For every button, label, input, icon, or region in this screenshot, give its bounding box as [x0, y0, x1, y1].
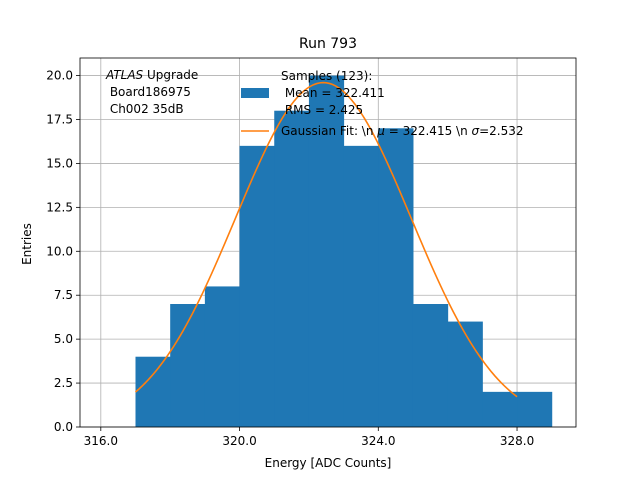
histogram-bar: [517, 391, 553, 427]
board-label: Board186975: [106, 85, 191, 99]
histogram-bar: [239, 145, 275, 427]
x-tick-label: 324.0: [361, 434, 395, 448]
legend: Samples (123): Mean = 322.411 RMS = 2.42…: [241, 69, 524, 138]
axis-ticks: 316.0 320.0 324.0 328.0 0.0 2.5 5.0 7.5 10.0 12.5…: [46, 69, 534, 448]
histogram-bar: [135, 356, 171, 427]
y-tick-label: 12.5: [46, 200, 73, 214]
x-axis-label: Energy [ADC Counts]: [265, 456, 392, 470]
atlas-label: ATLAS Upgrade: [105, 68, 198, 82]
histogram-bar: [482, 391, 518, 427]
histogram-bar: [274, 110, 310, 427]
y-tick-label: 0.0: [54, 420, 73, 434]
legend-rms: RMS = 2.425: [281, 103, 363, 117]
legend-fit-mean: = 322.415 \n: [385, 124, 472, 138]
histogram-bar: [412, 304, 449, 427]
atlas-upgrade: Upgrade: [143, 68, 198, 82]
x-tick-label: 316.0: [84, 434, 118, 448]
histogram-bar: [308, 75, 345, 428]
x-tick-label: 320.0: [222, 434, 256, 448]
atlas-word: ATLAS: [105, 68, 144, 82]
channel-label: Ch002 35dB: [106, 102, 184, 116]
y-tick-label: 20.0: [46, 69, 73, 83]
histogram-bar: [378, 128, 414, 428]
legend-fit-sigma: =2.532: [479, 124, 523, 138]
legend-fit-mu: μ: [376, 124, 385, 138]
histogram-bars: [135, 75, 553, 428]
plot-frame: [79, 57, 577, 428]
chart-title: Run 793: [299, 36, 357, 52]
legend-fit-sigma-symbol: σ: [472, 124, 480, 138]
x-tick-label: 328.0: [500, 434, 534, 448]
y-tick-label: 7.5: [54, 288, 73, 302]
legend-fit-prefix: Gaussian Fit: \n: [281, 124, 377, 138]
legend-samples: Samples (123):: [281, 69, 372, 83]
legend-fit-label: Gaussian Fit: \n μ = 322.415 \n σ=2.532: [281, 124, 524, 138]
legend-histogram-swatch: [241, 88, 269, 98]
y-axis-label: Entries: [20, 223, 34, 265]
legend-mean: Mean = 322.411: [281, 86, 385, 100]
histogram-bar: [343, 145, 379, 427]
y-tick-label: 2.5: [54, 376, 73, 390]
histogram-bar: [170, 304, 206, 427]
y-tick-label: 5.0: [54, 332, 73, 346]
y-tick-label: 17.5: [46, 113, 73, 127]
gaussian-fit-curve: [134, 81, 518, 398]
histogram-bar: [447, 321, 483, 427]
atlas-annotation: ATLAS Upgrade Board186975 Ch002 35dB: [105, 68, 198, 116]
y-tick-label: 15.0: [46, 156, 73, 170]
y-tick-label: 10.0: [46, 244, 73, 258]
histogram-bar: [204, 286, 241, 427]
